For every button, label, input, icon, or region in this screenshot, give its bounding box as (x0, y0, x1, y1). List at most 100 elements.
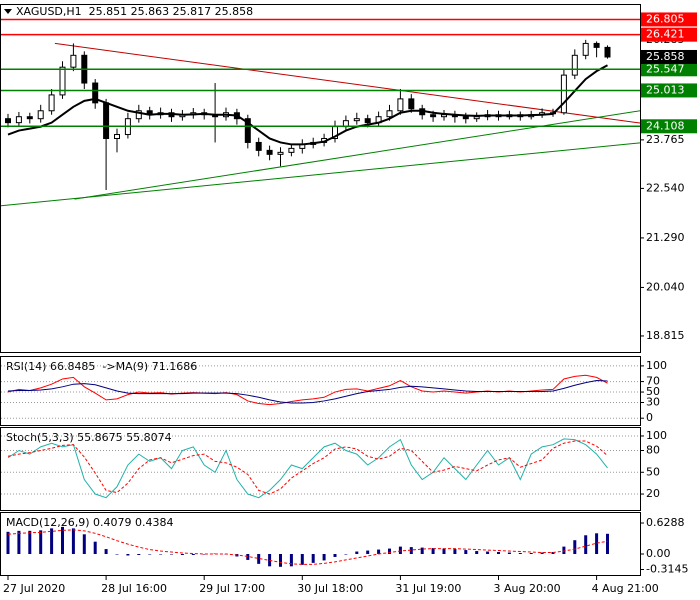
macd-bar (497, 552, 500, 555)
macd-bar (344, 554, 348, 555)
candle-body (37, 110, 44, 120)
candle-body (430, 114, 437, 118)
level-label: 26.805 (646, 12, 685, 25)
macd-bar (28, 530, 32, 555)
y-tick-label: 0.6288 (646, 516, 685, 529)
macd-bar (573, 540, 577, 555)
macd-bar (562, 546, 566, 555)
level-label-box (641, 83, 697, 98)
macd-bar (475, 551, 479, 555)
y-tick-label: 80 (646, 443, 660, 456)
level-label: 24.108 (646, 119, 685, 132)
candle-body (560, 74, 567, 114)
macd-bar (61, 526, 64, 555)
indicator-line (7, 440, 608, 495)
macd-bar (289, 554, 293, 567)
macd-bar (17, 530, 21, 555)
candle-body (571, 54, 578, 76)
y-tick-label: 22.540 (646, 181, 685, 194)
y-tick-label: 0.00 (646, 547, 671, 560)
x-tick-label: 28 Jul 16:00 (101, 582, 167, 595)
rsi-title: RSI(14) 66.8485 ->MA(9) 71.1686 (6, 360, 197, 373)
signal-line (7, 529, 608, 565)
macd-bar (82, 534, 86, 555)
trend-line (74, 110, 640, 200)
stoch-frame (0, 427, 641, 511)
macd-bar (104, 549, 108, 555)
y-tick-label: 18.815 (646, 329, 685, 342)
y-tick-label: 21.290 (646, 231, 685, 244)
macd-bar (595, 533, 599, 555)
y-tick-label: 100 (646, 429, 667, 442)
x-tick-label: 29 Jul 17:00 (199, 582, 265, 595)
macd-bar (137, 554, 141, 555)
macd-bar (300, 554, 304, 565)
macd-bar (486, 551, 490, 555)
macd-bar (6, 531, 10, 555)
macd-bar (159, 554, 163, 555)
y-tick-label: 50 (646, 465, 660, 478)
y-tick-label: 30 (646, 396, 660, 409)
level-label-box (641, 27, 697, 42)
macd-bar (333, 554, 337, 557)
macd-bar (170, 554, 173, 555)
x-tick-label: 31 Jul 19:00 (395, 582, 461, 595)
candle-body (266, 149, 273, 155)
level-label: 25.547 (646, 62, 685, 75)
macd-bar (529, 553, 533, 555)
candle-body (386, 110, 393, 118)
x-tick-label: 27 Jul 2020 (3, 582, 65, 595)
y-tick-label: 50 (646, 385, 660, 398)
macd-bar (584, 535, 588, 555)
macd-bar (50, 528, 54, 555)
macd-bar (39, 530, 43, 555)
level-label: 25.013 (646, 83, 685, 96)
macd-bar (115, 554, 119, 555)
candle-body (103, 102, 110, 139)
macd-bar (464, 550, 468, 555)
macd-frame (0, 512, 641, 576)
candle-body (473, 116, 480, 120)
macd-bar (398, 546, 402, 555)
candle-body (48, 94, 55, 112)
stoch-title: Stoch(5,3,3) 55.8675 55.8074 (6, 431, 172, 444)
macd-bar (180, 554, 184, 555)
level-label: 26.421 (646, 28, 685, 41)
candle-body (135, 110, 142, 120)
level-label-box (641, 119, 697, 134)
candle-body (593, 42, 600, 48)
y-tick-label: -0.3145 (646, 563, 688, 576)
candle-body (244, 118, 251, 143)
trend-line (54, 42, 640, 124)
candle-body (5, 118, 11, 124)
candle-body (353, 118, 360, 122)
macd-bar (322, 554, 326, 561)
y-tick-label: 20.040 (646, 280, 685, 293)
macd-bar (420, 547, 424, 555)
plot-area (1, 39, 640, 207)
candle-body (277, 151, 284, 155)
macd-bar (71, 528, 75, 555)
trend-line (1, 142, 640, 207)
main-frame (0, 4, 641, 353)
y-tick-label: 23.765 (646, 133, 685, 146)
y-tick-label: 20 (646, 487, 660, 500)
candle-body (408, 98, 415, 110)
x-tick-label: 3 Aug 20:00 (494, 582, 561, 595)
y-tick-label: 0 (646, 411, 653, 424)
macd-bar (431, 548, 435, 555)
candle-body (582, 42, 589, 56)
last-price-label: 25.858 (646, 50, 685, 63)
candle-body (397, 98, 404, 112)
macd-bar (377, 549, 381, 555)
candle-body (288, 147, 295, 153)
candle-body (462, 116, 469, 120)
macd-bar (355, 551, 359, 555)
candle-body (15, 116, 22, 124)
x-tick-label: 4 Aug 21:00 (592, 582, 659, 595)
macd-bar (246, 554, 250, 560)
macd-bar (279, 554, 282, 567)
macd-bar (540, 552, 544, 555)
macd-bar (366, 550, 370, 555)
